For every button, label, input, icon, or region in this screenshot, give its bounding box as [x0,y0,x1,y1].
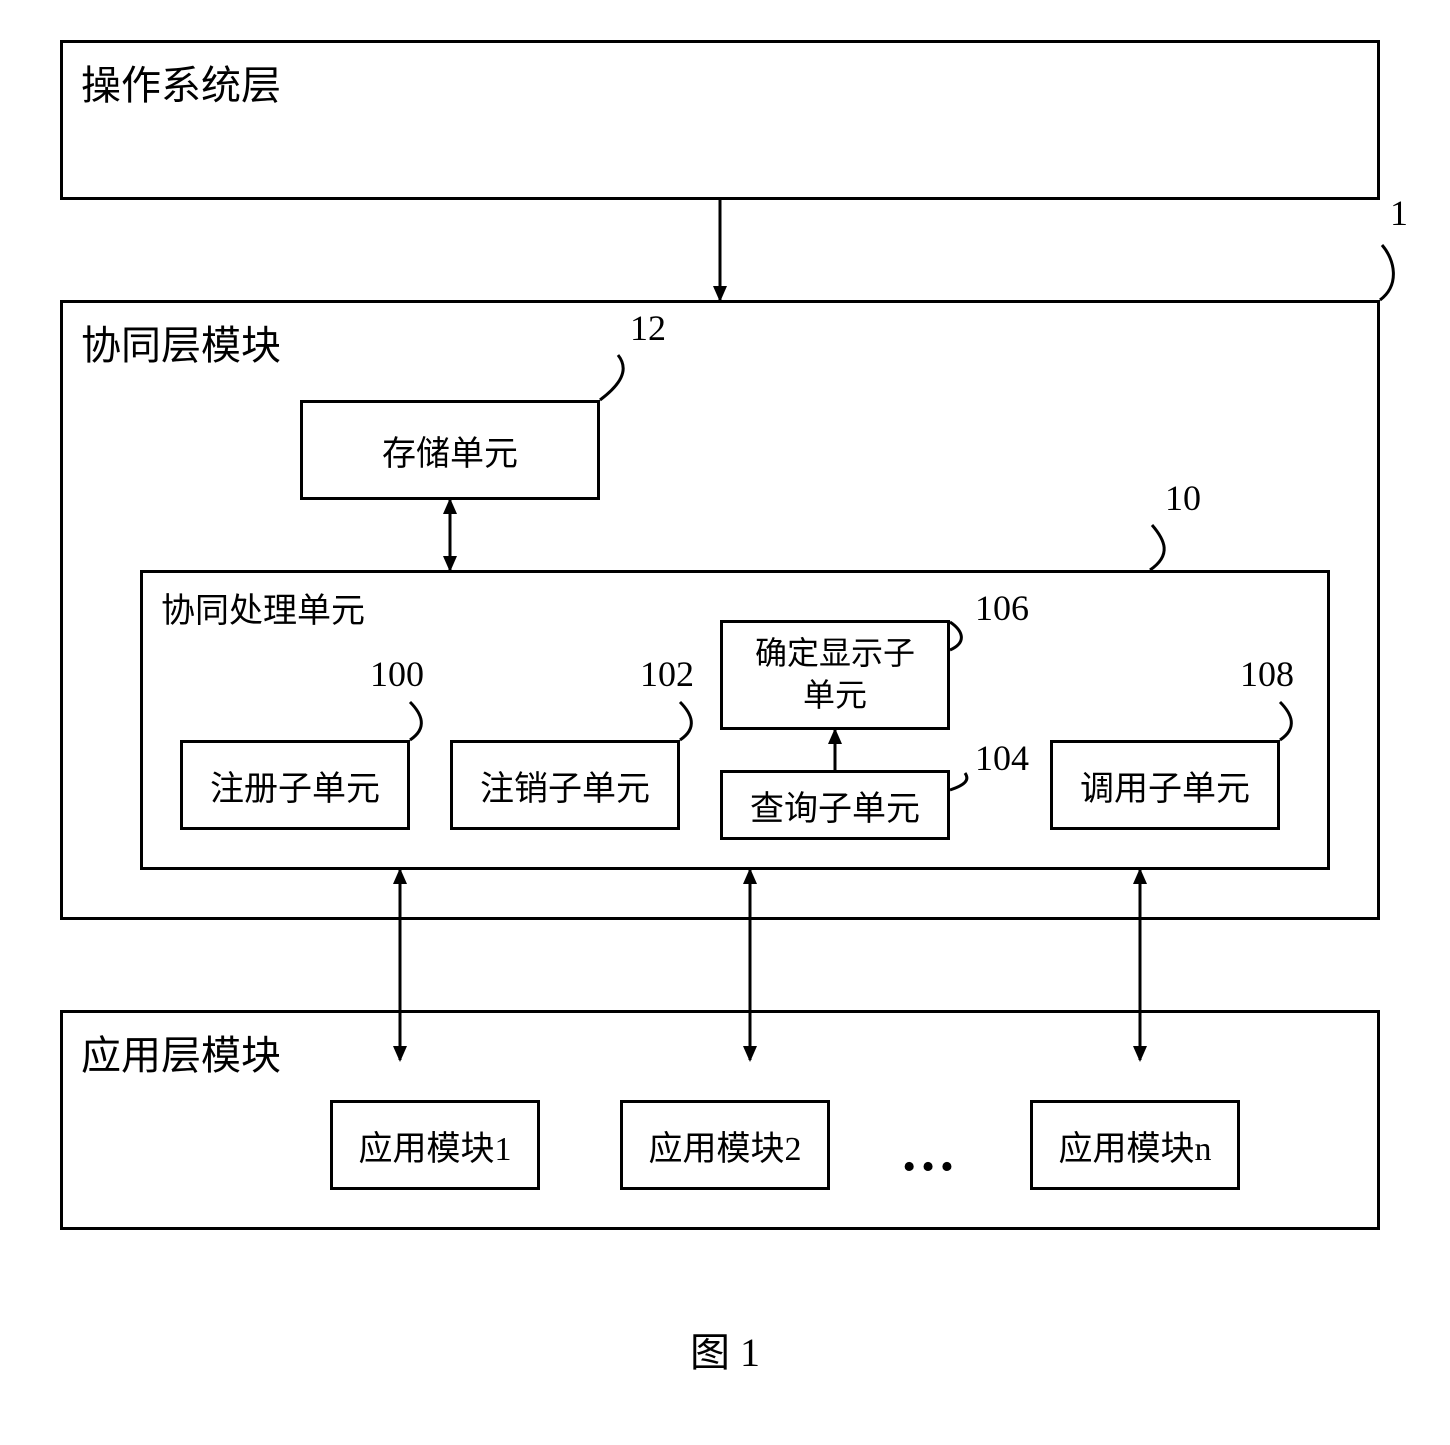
svg-text:104: 104 [975,738,1029,778]
svg-text:102: 102 [640,654,694,694]
svg-text:1: 1 [1390,193,1408,233]
svg-text:10: 10 [1165,478,1201,518]
svg-text:108: 108 [1240,654,1294,694]
connectors-svg: 1 12 10 100 102 104 106 108 [0,0,1450,1445]
svg-text:106: 106 [975,588,1029,628]
svg-text:12: 12 [630,308,666,348]
svg-text:100: 100 [370,654,424,694]
